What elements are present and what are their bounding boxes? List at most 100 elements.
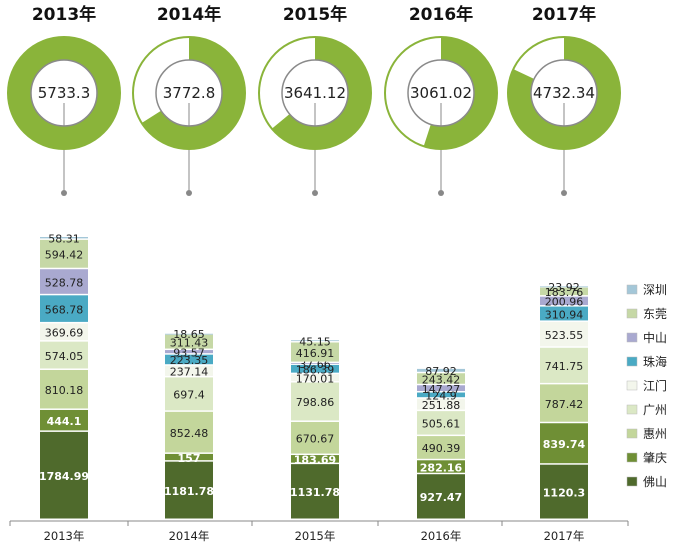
legend-swatch <box>626 284 638 295</box>
donut-total: 3641.12 <box>284 84 346 102</box>
bar-segment <box>40 295 88 322</box>
bar-segment <box>291 342 339 362</box>
bar-data-label: 23.92 <box>548 281 580 294</box>
bar-segment <box>291 363 339 364</box>
bar-segment <box>165 350 213 354</box>
connector-dot <box>61 190 67 196</box>
bar-data-label: 852.48 <box>170 427 209 440</box>
bar-data-label: 568.78 <box>45 303 84 316</box>
bar-data-label: 927.47 <box>420 491 462 504</box>
x-tick-label: 2015年 <box>295 529 336 543</box>
bar-data-label: 251.88 <box>422 399 461 412</box>
bar-data-label: 1131.78 <box>290 486 340 499</box>
bar-segment <box>291 382 339 421</box>
legend-swatch <box>626 476 638 487</box>
bar-data-label: 124.9 <box>425 390 457 403</box>
connector-dot <box>438 190 444 196</box>
bar-data-label: 237.14 <box>170 366 209 379</box>
bar-segment <box>417 368 465 372</box>
donut-title: 2017年 <box>532 4 596 25</box>
legend-swatch <box>626 332 638 343</box>
bar-segment <box>540 306 588 321</box>
bar-segment <box>540 423 588 464</box>
legend-swatch <box>626 380 638 391</box>
bar-data-label: 787.42 <box>545 398 584 411</box>
bar-segment <box>291 455 339 463</box>
bar-data-label: 18.65 <box>173 328 205 341</box>
bar-segment <box>165 461 213 519</box>
x-tick-label: 2017年 <box>544 529 585 543</box>
bar-segment <box>40 431 88 519</box>
donut-title: 2016年 <box>409 4 473 25</box>
bar-segment <box>165 453 213 461</box>
bar-segment <box>165 334 213 349</box>
bar-segment <box>417 411 465 435</box>
bar-segment <box>540 321 588 347</box>
bar-segment <box>40 269 88 294</box>
donut-panel: 2015年 3641.12 <box>258 4 372 196</box>
bar-segment <box>540 464 588 519</box>
bar-segment <box>291 340 339 342</box>
bar-data-label: 1784.99 <box>39 470 89 483</box>
stacked-bar-chart: 1784.99 444.1 810.18 574.05 369.69 568.78 528.… <box>9 232 629 543</box>
bar-segment <box>165 411 213 453</box>
bar-segment <box>540 347 588 383</box>
legend-swatch <box>626 452 638 463</box>
bar-data-label: 670.67 <box>296 433 335 446</box>
bar-data-label: 223.35 <box>170 354 209 367</box>
bar-segment <box>417 373 465 384</box>
bar-segment <box>40 369 88 409</box>
bar-segment <box>417 398 465 410</box>
legend-label: 东莞 <box>643 307 667 321</box>
bar-data-label: 45.15 <box>299 335 331 348</box>
bar-data-label: 170.01 <box>296 372 335 385</box>
bar-segment <box>291 364 339 373</box>
bar-data-label: 490.39 <box>422 442 461 455</box>
bar-data-label: 310.94 <box>545 308 584 321</box>
bar-data-label: 93.57 <box>173 346 205 359</box>
bar-data-label: 574.05 <box>45 350 84 363</box>
bar-data-label: 282.16 <box>420 461 463 474</box>
bar-data-label: 369.69 <box>45 327 84 340</box>
donut-panels: 2013年 5733.3 2014年 3772.8 2015年 3641.12 2016年 3… <box>7 4 621 196</box>
legend-label: 珠海 <box>643 354 667 369</box>
legend-label: 广州 <box>643 403 667 417</box>
bar-data-label: 183.76 <box>545 286 584 299</box>
bar-segment <box>165 354 213 365</box>
bar-segment <box>165 365 213 376</box>
legend-swatch <box>626 428 638 439</box>
bar-segment <box>417 460 465 473</box>
connector-dot <box>186 190 192 196</box>
bar-data-label: 157 <box>178 452 201 465</box>
donut-panel: 2017年 4732.34 <box>507 4 621 196</box>
bar-segment <box>540 286 588 288</box>
bar-segment <box>540 384 588 422</box>
legend-label: 肇庆 <box>643 450 667 465</box>
x-tick-label: 2013年 <box>44 529 85 543</box>
bar-segment <box>40 237 88 239</box>
donut-total: 3061.02 <box>410 84 472 102</box>
bar-data-label: 58.31 <box>48 232 80 245</box>
connector-dot <box>312 190 318 196</box>
bar-data-label: 839.74 <box>543 438 586 451</box>
bar-data-label: 311.43 <box>170 336 209 349</box>
donut-total: 4732.34 <box>533 84 595 102</box>
donut-total: 5733.3 <box>38 84 91 102</box>
bar-data-label: 1181.78 <box>164 485 214 498</box>
donut-title: 2015年 <box>283 4 347 25</box>
donut-title: 2013年 <box>32 4 96 25</box>
bar-segment <box>540 287 588 296</box>
bar-data-label: 528.78 <box>45 276 84 289</box>
donut-title: 2014年 <box>157 4 221 25</box>
connector-dot <box>561 190 567 196</box>
bar-data-label: 1120.3 <box>543 486 585 499</box>
bar-segment <box>540 296 588 306</box>
bar-segment <box>417 474 465 519</box>
donut-total: 3772.8 <box>163 84 216 102</box>
bar-segment <box>40 341 88 369</box>
bar-data-label: 87.92 <box>425 365 457 378</box>
donut-panel: 2014年 3772.8 <box>132 4 246 196</box>
legend-label: 江门 <box>643 378 667 393</box>
